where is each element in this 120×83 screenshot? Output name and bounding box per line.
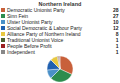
legend-swatch (1, 14, 5, 18)
pie (47, 56, 73, 82)
pie-slice (57, 56, 60, 69)
legend-swatch (1, 44, 5, 48)
legend-label: Independent (7, 49, 35, 55)
legend: Democratic Unionist Party28Sinn Fein27Ul… (1, 7, 119, 55)
data-label: 1 (116, 49, 119, 55)
legend-swatch (1, 50, 5, 54)
title: Northern Ireland (39, 1, 82, 7)
legend-swatch (1, 20, 5, 24)
legend-swatch (1, 8, 5, 12)
legend-swatch (1, 38, 5, 42)
pie-slice (58, 56, 60, 69)
chart: Northern IrelandDemocratic Unionist Part… (0, 0, 120, 83)
legend-swatch (1, 26, 5, 30)
pie-slice (59, 56, 61, 69)
legend-swatch (1, 32, 5, 36)
pie-slice (47, 69, 60, 78)
pie-slice (51, 56, 60, 69)
